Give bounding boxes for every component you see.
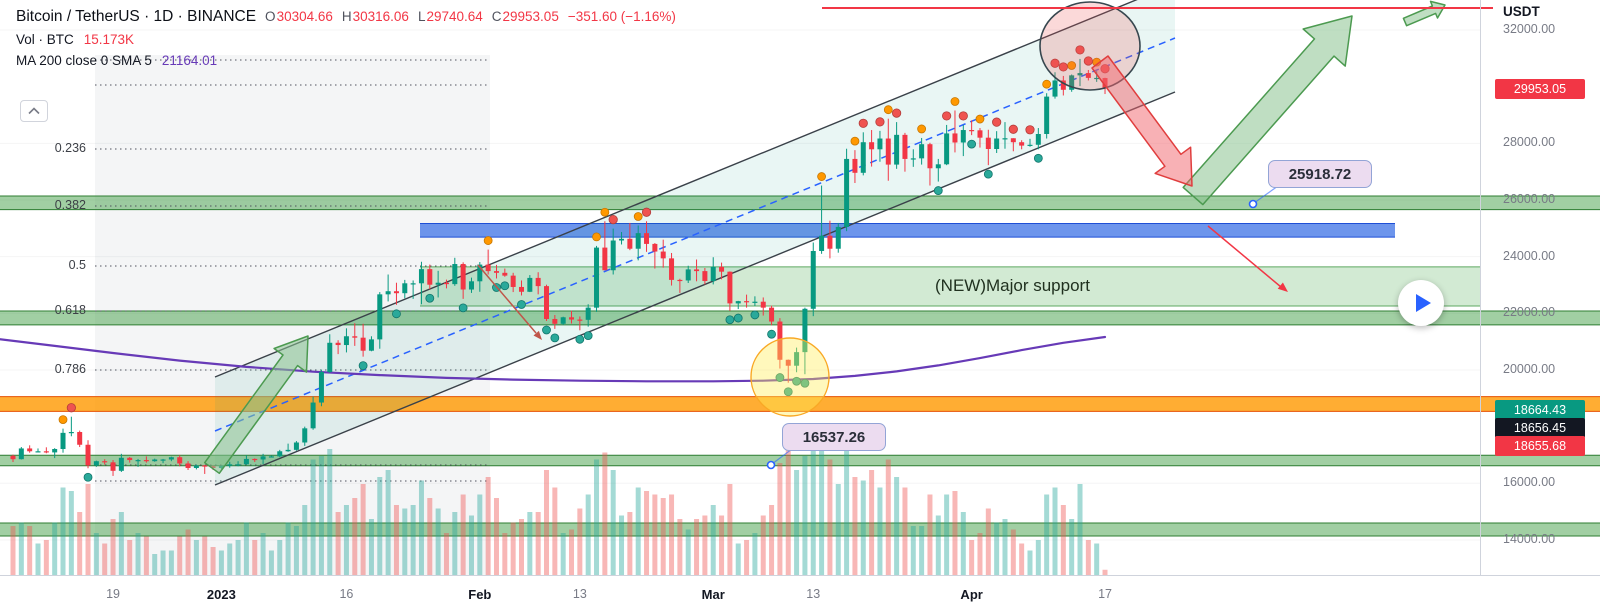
close-label: C xyxy=(491,9,502,24)
time-label: Apr xyxy=(960,587,983,602)
price-tick-label: 24000.00 xyxy=(1503,248,1556,263)
time-label: 19 xyxy=(106,587,120,601)
zone-orange-zone-18700 xyxy=(0,396,1600,412)
chart-legend: Bitcoin / TetherUS · 1D · BINANCE O 30304… xyxy=(16,8,676,74)
callout-anchor xyxy=(1248,185,1279,209)
play-icon xyxy=(1416,294,1431,312)
zone-support-22000 xyxy=(0,311,1600,325)
ma-legend-value: 21164.01 xyxy=(161,53,218,68)
time-label: 17 xyxy=(1098,587,1112,601)
ma-legend-label: MA 200 close 0 SMA 5 xyxy=(16,53,152,68)
price-badge: 18664.43 xyxy=(1495,400,1585,420)
collapse-button[interactable] xyxy=(20,100,48,122)
time-axis[interactable]: 19 2023 16 Feb 13 Mar 13 Apr 17 xyxy=(0,575,1600,615)
price-axis[interactable]: USDT 32000.00 28000.00 26000.00 24000.00 220… xyxy=(1480,0,1600,575)
fib-label: 0.618 xyxy=(54,303,86,318)
price-badge: 29953.05 xyxy=(1495,79,1585,99)
price-tick-label: 16000.00 xyxy=(1503,475,1556,490)
fib-label: 0.786 xyxy=(54,361,86,376)
price-callout-25918[interactable]: 25918.72 xyxy=(1268,160,1372,188)
zone-support-16800 xyxy=(0,455,1600,466)
high-label: H xyxy=(341,9,352,24)
volume-legend-label: Vol · BTC xyxy=(16,32,74,47)
time-label: 13 xyxy=(806,587,821,601)
time-label: 2023 xyxy=(206,587,236,602)
open-value: 30304.66 xyxy=(276,9,333,24)
highlight-circle-bottom xyxy=(750,337,830,417)
price-callout-16537[interactable]: 16537.26 xyxy=(782,423,886,451)
price-tick-label: 26000.00 xyxy=(1503,192,1556,206)
close-value: 29953.05 xyxy=(502,9,559,24)
price-tick-label: 14000.00 xyxy=(1503,531,1556,546)
time-label: 13 xyxy=(572,587,587,601)
high-value: 30316.06 xyxy=(352,9,409,24)
major-support-label: (NEW)Major support xyxy=(935,276,1090,295)
ma-200-line xyxy=(0,335,1107,383)
zone-support-14400 xyxy=(0,522,1600,536)
chevron-up-icon xyxy=(28,107,40,115)
change-value: −351.60 (−1.16%) xyxy=(567,9,676,24)
time-label: Mar xyxy=(701,587,725,602)
time-label: 16 xyxy=(339,587,354,601)
volume-legend-value: 15.173K xyxy=(83,32,135,47)
time-label: Feb xyxy=(468,587,492,602)
price-tick-label: 28000.00 xyxy=(1503,135,1556,150)
symbol-title[interactable]: Bitcoin / TetherUS · 1D · BINANCE xyxy=(16,8,257,25)
price-badge: 18655.68 xyxy=(1495,436,1585,456)
fib-label: 0.5 xyxy=(68,258,86,272)
zone-blue-band-25000 xyxy=(420,223,1395,238)
zones-layer xyxy=(0,195,1600,537)
price-tick-label: 20000.00 xyxy=(1503,361,1556,376)
highlight-circle-top xyxy=(1039,1,1141,91)
low-value: 29740.64 xyxy=(426,9,483,24)
fib-levels xyxy=(95,59,490,482)
low-label: L xyxy=(417,9,426,24)
symbol-row: Bitcoin / TetherUS · 1D · BINANCE O 30304… xyxy=(16,8,676,26)
price-tick-label: 32000.00 xyxy=(1503,22,1556,37)
price-badge: 18656.45 xyxy=(1495,418,1585,438)
volume-bars xyxy=(10,424,1108,575)
arrows-layer xyxy=(203,0,1446,475)
fib-label: 0.382 xyxy=(54,197,86,212)
callout-anchor xyxy=(766,448,793,470)
axis-currency-label: USDT xyxy=(1503,4,1540,19)
open-label: O xyxy=(265,9,276,24)
ma-row: MA 200 close 0 SMA 5 21164.01 xyxy=(16,53,676,68)
volume-row: Vol · BTC 15.173K xyxy=(16,32,676,47)
play-button[interactable] xyxy=(1398,280,1444,326)
price-tick-label: 22000.00 xyxy=(1503,305,1556,320)
trend-channel xyxy=(214,0,1176,486)
fib-label: 0.236 xyxy=(54,141,86,155)
